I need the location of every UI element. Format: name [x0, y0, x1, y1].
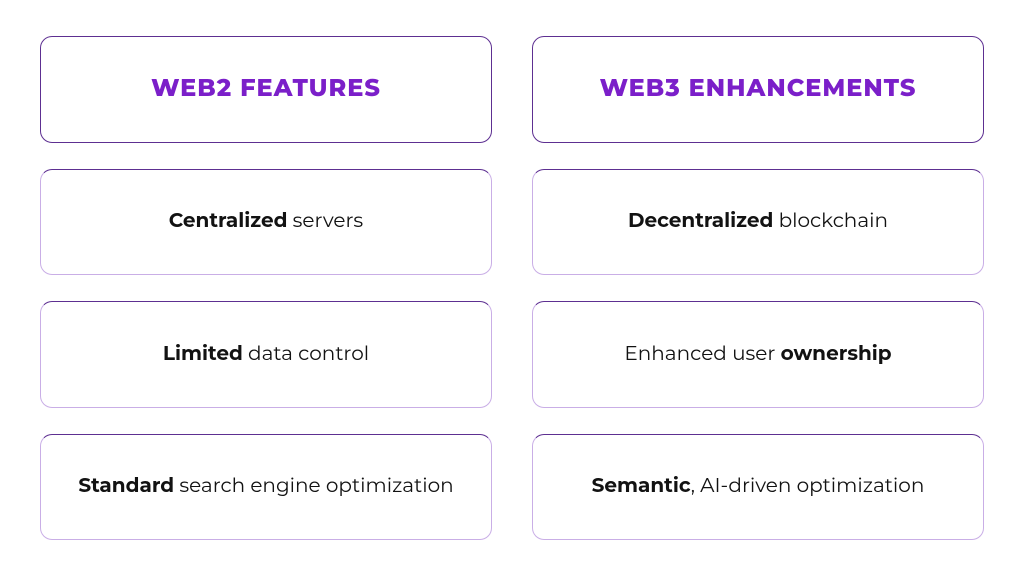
web3-item-1: Decentralized blockchain — [532, 169, 984, 276]
web2-item-2: Limited data control — [40, 301, 492, 408]
web3-item-2-text: Enhanced user ownership — [624, 341, 891, 368]
web2-item-3-text: Standard search engine optimization — [78, 473, 453, 500]
web2-header-card: WEB2 FEATURES — [40, 36, 492, 143]
web3-item-3: Semantic, AI-driven optimization — [532, 434, 984, 541]
web2-item-2-text: Limited data control — [163, 341, 369, 368]
web3-item-3-text: Semantic, AI-driven optimization — [592, 473, 925, 500]
web3-item-2: Enhanced user ownership — [532, 301, 984, 408]
web3-header-card: WEB3 ENHANCEMENTS — [532, 36, 984, 143]
comparison-grid: WEB2 FEATURES WEB3 ENHANCEMENTS Centrali… — [40, 36, 984, 540]
web2-item-1-text: Centralized servers — [169, 208, 363, 235]
web2-item-1: Centralized servers — [40, 169, 492, 276]
web2-item-3: Standard search engine optimization — [40, 434, 492, 541]
web3-item-1-text: Decentralized blockchain — [628, 208, 888, 235]
web3-header-text: WEB3 ENHANCEMENTS — [600, 73, 917, 105]
web2-header-text: WEB2 FEATURES — [151, 73, 381, 105]
